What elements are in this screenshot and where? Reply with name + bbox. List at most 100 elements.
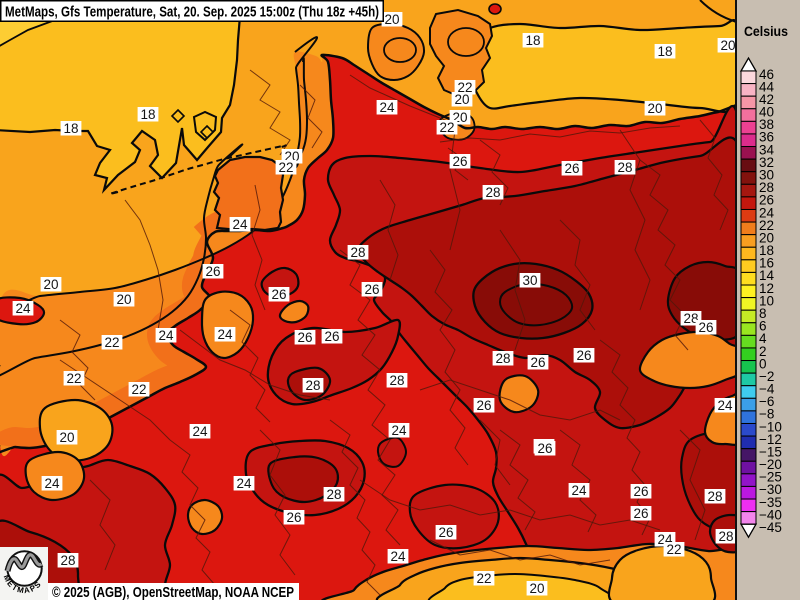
svg-text:28: 28 (485, 185, 500, 200)
svg-text:26: 26 (564, 161, 579, 176)
svg-text:24: 24 (571, 483, 587, 498)
svg-text:20: 20 (759, 230, 774, 245)
svg-text:22: 22 (131, 382, 146, 397)
svg-text:26: 26 (530, 355, 545, 370)
svg-text:26: 26 (452, 154, 467, 169)
svg-text:−35: −35 (759, 495, 782, 510)
svg-text:24: 24 (759, 205, 775, 220)
svg-text:26: 26 (633, 506, 648, 521)
svg-text:−8: −8 (759, 407, 774, 422)
svg-text:38: 38 (759, 117, 774, 132)
svg-text:22: 22 (278, 160, 293, 175)
svg-text:24: 24 (217, 327, 233, 342)
svg-text:−4: −4 (759, 382, 775, 397)
svg-text:−12: −12 (759, 432, 782, 447)
svg-text:18: 18 (657, 44, 672, 59)
svg-text:20: 20 (529, 581, 544, 596)
svg-text:−30: −30 (759, 482, 782, 497)
svg-text:Celsius: Celsius (744, 23, 788, 39)
svg-text:22: 22 (104, 335, 119, 350)
svg-text:18: 18 (759, 243, 774, 258)
svg-text:18: 18 (140, 107, 155, 122)
svg-text:22: 22 (759, 218, 774, 233)
svg-text:−20: −20 (759, 457, 782, 472)
svg-text:−40: −40 (759, 507, 782, 522)
svg-text:26: 26 (286, 510, 301, 525)
svg-text:24: 24 (379, 100, 395, 115)
svg-text:26: 26 (297, 330, 312, 345)
svg-text:28: 28 (389, 373, 404, 388)
svg-text:16: 16 (759, 256, 774, 271)
svg-text:30: 30 (759, 168, 774, 183)
svg-text:28: 28 (326, 487, 341, 502)
svg-text:18: 18 (525, 33, 540, 48)
svg-text:28: 28 (350, 245, 365, 260)
svg-text:−6: −6 (759, 394, 774, 409)
svg-text:20: 20 (59, 430, 74, 445)
svg-text:28: 28 (495, 351, 510, 366)
svg-text:26: 26 (759, 193, 774, 208)
svg-text:© 2025 (AGB), OpenStreetMap, N: © 2025 (AGB), OpenStreetMap, NOAA NCEP (52, 584, 294, 600)
svg-text:24: 24 (390, 549, 406, 564)
svg-text:42: 42 (759, 92, 774, 107)
svg-text:28: 28 (683, 311, 698, 326)
svg-text:24: 24 (15, 301, 31, 316)
svg-text:28: 28 (759, 180, 774, 195)
svg-text:20: 20 (454, 92, 469, 107)
svg-text:36: 36 (759, 130, 774, 145)
svg-text:4: 4 (759, 331, 767, 346)
svg-text:20: 20 (43, 277, 58, 292)
svg-text:22: 22 (66, 371, 81, 386)
svg-text:20: 20 (720, 38, 735, 53)
svg-text:MetMaps, Gfs Temperature, Sat,: MetMaps, Gfs Temperature, Sat, 20. Sep. … (5, 4, 379, 21)
svg-text:22: 22 (666, 542, 681, 557)
svg-text:20: 20 (116, 292, 131, 307)
svg-text:14: 14 (759, 268, 775, 283)
svg-text:−10: −10 (759, 419, 782, 434)
svg-text:26: 26 (324, 329, 339, 344)
svg-text:24: 24 (236, 476, 252, 491)
svg-text:26: 26 (537, 441, 552, 456)
svg-text:20: 20 (647, 101, 662, 116)
svg-text:22: 22 (439, 120, 454, 135)
svg-text:18: 18 (63, 121, 78, 136)
svg-text:26: 26 (576, 348, 591, 363)
svg-text:28: 28 (617, 160, 632, 175)
svg-text:28: 28 (305, 378, 320, 393)
svg-text:20: 20 (384, 12, 399, 27)
svg-text:24: 24 (44, 476, 60, 491)
svg-text:28: 28 (707, 489, 722, 504)
svg-text:−45: −45 (759, 520, 782, 535)
svg-text:44: 44 (759, 79, 775, 94)
svg-text:−25: −25 (759, 470, 782, 485)
svg-text:24: 24 (391, 423, 407, 438)
svg-text:2: 2 (759, 344, 767, 359)
svg-text:28: 28 (718, 529, 733, 544)
svg-text:28: 28 (60, 553, 75, 568)
svg-text:24: 24 (232, 217, 248, 232)
svg-text:10: 10 (759, 293, 774, 308)
svg-text:32: 32 (759, 155, 774, 170)
svg-text:8: 8 (759, 306, 767, 321)
svg-text:26: 26 (364, 282, 379, 297)
svg-text:−15: −15 (759, 444, 782, 459)
svg-text:22: 22 (457, 80, 472, 95)
svg-text:26: 26 (205, 264, 220, 279)
svg-text:−2: −2 (759, 369, 774, 384)
svg-text:12: 12 (759, 281, 774, 296)
svg-text:24: 24 (192, 424, 208, 439)
svg-text:30: 30 (522, 273, 537, 288)
svg-text:24: 24 (158, 328, 174, 343)
svg-text:24: 24 (717, 398, 733, 413)
svg-text:26: 26 (271, 287, 286, 302)
svg-text:26: 26 (438, 525, 453, 540)
svg-text:22: 22 (476, 571, 491, 586)
svg-text:0: 0 (759, 356, 767, 371)
svg-text:26: 26 (476, 398, 491, 413)
svg-text:40: 40 (759, 105, 774, 120)
svg-text:26: 26 (698, 320, 713, 335)
svg-text:6: 6 (759, 319, 767, 334)
svg-text:34: 34 (759, 142, 775, 157)
svg-text:46: 46 (759, 67, 774, 82)
svg-text:26: 26 (633, 484, 648, 499)
